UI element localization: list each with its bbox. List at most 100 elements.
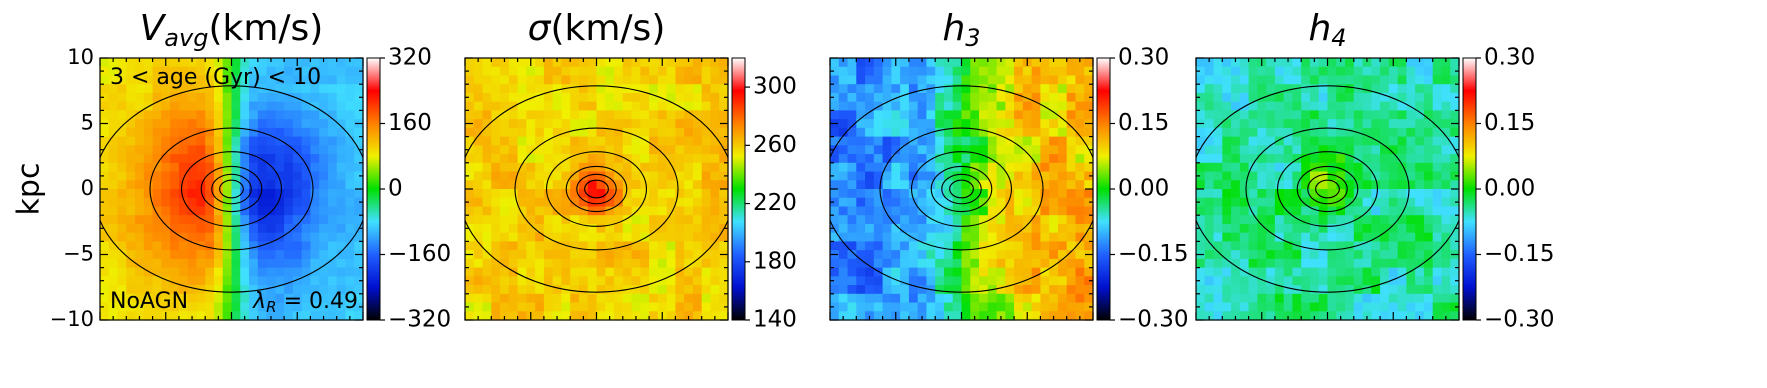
- map-cell: [196, 311, 205, 320]
- map-cell: [693, 119, 702, 128]
- map-cell: [702, 102, 711, 111]
- map-cell: [979, 198, 988, 207]
- map-cell: [275, 128, 284, 137]
- map-cell: [483, 198, 492, 207]
- map-cell: [997, 259, 1006, 268]
- map-cell: [856, 233, 865, 242]
- map-cell: [684, 84, 693, 93]
- map-cell: [1214, 102, 1223, 111]
- map-cell: [509, 311, 518, 320]
- map-cell: [1084, 84, 1093, 93]
- map-cell: [1049, 137, 1058, 146]
- map-cell: [161, 119, 170, 128]
- map-cell: [632, 93, 641, 102]
- map-cell: [491, 294, 500, 303]
- map-cell: [1345, 241, 1354, 250]
- map-cell: [1222, 189, 1231, 198]
- map-cell: [310, 128, 319, 137]
- map-cell: [1249, 128, 1258, 137]
- map-cell: [597, 294, 606, 303]
- map-cell: [702, 84, 711, 93]
- map-cell: [170, 189, 179, 198]
- map-cell: [1406, 285, 1415, 294]
- map-cell: [1284, 145, 1293, 154]
- map-cell: [1231, 206, 1240, 215]
- map-cell: [319, 154, 328, 163]
- map-cell: [1284, 67, 1293, 76]
- map-cell: [570, 93, 579, 102]
- map-cell: [1415, 294, 1424, 303]
- map-cell: [702, 259, 711, 268]
- map-cell: [284, 259, 293, 268]
- map-cell: [675, 137, 684, 146]
- map-cell: [1257, 163, 1266, 172]
- map-cell: [1005, 145, 1014, 154]
- map-cell: [579, 180, 588, 189]
- map-cell: [1319, 110, 1328, 119]
- map-cell: [561, 294, 570, 303]
- map-cell: [1363, 189, 1372, 198]
- map-cell: [293, 250, 302, 259]
- map-cell: [1363, 180, 1372, 189]
- map-cell: [988, 119, 997, 128]
- map-cell: [926, 276, 935, 285]
- map-cell: [614, 303, 623, 312]
- map-cell: [632, 75, 641, 84]
- map-cell: [702, 285, 711, 294]
- map-cell: [693, 303, 702, 312]
- lambda-text: = 0.49: [277, 289, 358, 314]
- map-cell: [570, 102, 579, 111]
- map-cell: [856, 180, 865, 189]
- map-cell: [1222, 250, 1231, 259]
- map-cell: [1266, 285, 1275, 294]
- map-cell: [900, 311, 909, 320]
- map-cell: [1424, 84, 1433, 93]
- map-cell: [214, 233, 223, 242]
- map-cell: [518, 119, 527, 128]
- map-cell: [1067, 206, 1076, 215]
- map-cell: [579, 119, 588, 128]
- map-cell: [588, 137, 597, 146]
- map-cell: [1406, 58, 1415, 67]
- y-tick-label: 0: [81, 176, 94, 200]
- map-cell: [1032, 58, 1041, 67]
- colorbar-tick-label: −0.15: [1118, 241, 1188, 267]
- map-cell: [935, 75, 944, 84]
- map-cell: [1345, 268, 1354, 277]
- map-cell: [1345, 198, 1354, 207]
- map-cell: [232, 224, 241, 233]
- map-cell: [240, 250, 249, 259]
- map-cell: [109, 154, 118, 163]
- map-cell: [1328, 58, 1337, 67]
- map-cell: [1336, 250, 1345, 259]
- map-cell: [1214, 276, 1223, 285]
- map-cell: [900, 224, 909, 233]
- map-cell: [979, 110, 988, 119]
- map-cell: [839, 268, 848, 277]
- map-cell: [354, 241, 363, 250]
- map-cell: [1310, 119, 1319, 128]
- map-cell: [693, 250, 702, 259]
- map-cell: [302, 102, 311, 111]
- map-cell: [614, 137, 623, 146]
- map-cell: [953, 285, 962, 294]
- map-cell: [1328, 276, 1337, 285]
- map-cell: [302, 215, 311, 224]
- map-cell: [1257, 250, 1266, 259]
- map-cell: [1084, 110, 1093, 119]
- map-cell: [144, 154, 153, 163]
- map-cell: [483, 180, 492, 189]
- map-cell: [1275, 180, 1284, 189]
- map-cell: [118, 102, 127, 111]
- map-cell: [1354, 163, 1363, 172]
- map-cell: [1415, 75, 1424, 84]
- map-cell: [848, 102, 857, 111]
- map-cell: [918, 259, 927, 268]
- map-cell: [900, 145, 909, 154]
- map-cell: [1214, 154, 1223, 163]
- map-cell: [953, 294, 962, 303]
- map-cell: [1424, 180, 1433, 189]
- map-cell: [214, 93, 223, 102]
- map-cell: [1058, 250, 1067, 259]
- map-cell: [1205, 268, 1214, 277]
